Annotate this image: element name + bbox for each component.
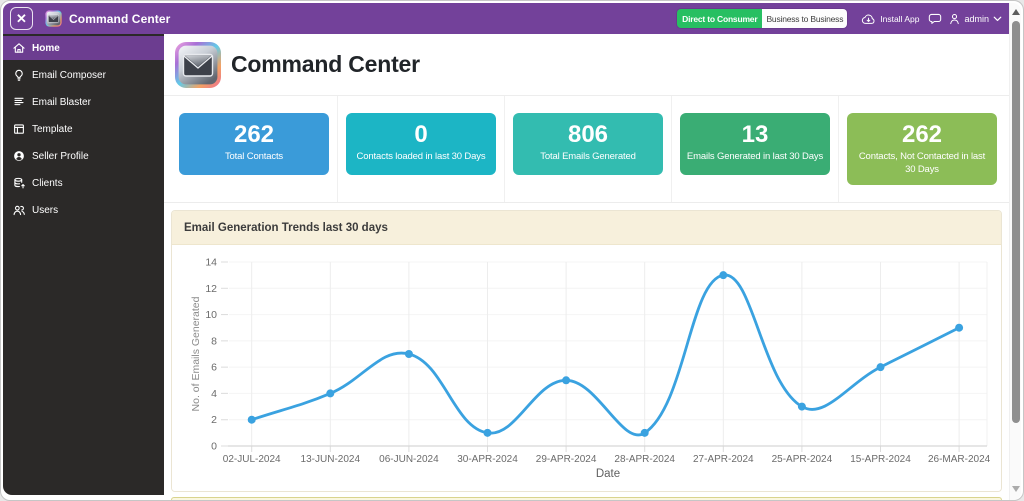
svg-text:4: 4 [211,388,217,400]
svg-text:15-APR-2024: 15-APR-2024 [850,454,911,465]
audience-toggle: Direct to Consumer Business to Business [677,9,848,28]
chevron-down-icon [993,16,1002,21]
svg-text:8: 8 [211,335,217,347]
sidebar-item-label: Email Composer [32,69,106,81]
stat-value: 262 [901,121,943,148]
page-header: Command Center [164,34,1012,96]
svg-text:25-APR-2024: 25-APR-2024 [772,454,833,465]
next-panel-edge [171,497,1002,500]
titlebar-app-title: Command Center [69,11,171,26]
scrollbar-down-arrow-icon[interactable] [1012,485,1020,493]
direct-to-consumer-button[interactable]: Direct to Consumer [677,9,763,28]
svg-text:Date: Date [596,468,620,480]
svg-text:12: 12 [205,283,217,295]
stat-label: Contacts loaded in last 30 Days [356,151,486,162]
sidebar-item-label: Home [32,42,60,54]
trends-panel-title: Email Generation Trends last 30 days [172,211,1001,245]
template-icon [12,121,26,137]
app-logo-icon [45,10,62,27]
stat-card: 806 Total Emails Generated [513,113,663,175]
svg-text:10: 10 [205,309,217,321]
sidebar-item-label: Clients [32,177,63,189]
stat-label: Emails Generated in last 30 Days [686,151,824,162]
users-icon [12,202,26,218]
app-logo-large [174,41,222,89]
stat-value: 13 [741,121,769,148]
stat-value: 806 [567,121,609,148]
svg-text:6: 6 [211,362,217,374]
svg-text:30-APR-2024: 30-APR-2024 [457,454,518,465]
scrollbar-up-arrow-icon[interactable] [1012,8,1020,16]
page-title: Command Center [231,51,420,77]
stat-label: Total Contacts [224,151,284,162]
stat-card: 262 Total Contacts [179,113,329,175]
seller-profile-icon [12,148,26,164]
titlebar-actions: Direct to Consumer Business to Business … [677,9,1002,28]
trends-chart: 0 2 4 6 8 10 12 14 02-JUL-2024 13-JUN-2024 06-JUN-… [172,245,1001,491]
svg-text:0: 0 [211,441,217,453]
sidebar-item-template[interactable]: Template [3,117,164,141]
cloud-download-icon [862,14,875,24]
close-button[interactable]: ✕ [10,7,33,30]
stat-cell: 262 Contacts, Not Contacted in last 30 Da… [839,96,1005,202]
home-icon [12,40,26,56]
stat-card: 262 Contacts, Not Contacted in last 30 Da… [847,113,997,185]
sidebar-item-label: Email Blaster [32,96,91,108]
svg-text:13-JUN-2024: 13-JUN-2024 [301,454,361,465]
stat-cell: 13 Emails Generated in last 30 Days [672,96,839,202]
clients-icon [12,175,26,191]
svg-text:28-APR-2024: 28-APR-2024 [614,454,675,465]
page-scrollbar [1009,3,1021,500]
scrollbar-thumb[interactable] [1012,21,1020,423]
titlebar: ✕ Command Center Direct to Consumer Busi… [3,3,1012,34]
line-chart: 0 2 4 6 8 10 12 14 02-JUL-2024 13-JUN-2024 06-JUN-… [190,257,991,481]
svg-text:29-APR-2024: 29-APR-2024 [536,454,597,465]
sidebar-item-label: Seller Profile [32,150,89,162]
stat-value: 0 [414,121,428,148]
svg-text:02-JUL-2024: 02-JUL-2024 [223,454,281,465]
stat-card: 13 Emails Generated in last 30 Days [680,113,830,175]
sidebar-item-label: Template [32,123,73,135]
user-menu[interactable]: admin [949,13,1002,25]
svg-text:14: 14 [205,257,217,269]
person-icon [950,13,960,24]
install-app-button[interactable]: Install App [861,13,919,25]
stat-cell: 262 Total Contacts [171,96,338,202]
sidebar-item-email-blaster[interactable]: Email Blaster [3,90,164,114]
sidebar-item-seller-profile[interactable]: Seller Profile [3,144,164,168]
install-app-label: Install App [880,13,920,24]
sidebar-item-home[interactable]: Home [3,36,164,60]
sidebar: Home Email Composer Email Blaster Template S… [3,34,164,495]
email-composer-icon [12,67,26,83]
stat-card: 0 Contacts loaded in last 30 Days [346,113,496,175]
main-content: Command Center 262 Total Contacts 0 Contact… [164,34,1012,500]
user-name: admin [964,13,989,24]
svg-text:26-MAR-2024: 26-MAR-2024 [928,454,991,465]
stat-cell: 806 Total Emails Generated [505,96,672,202]
stat-label: Total Emails Generated [540,151,636,162]
chat-icon[interactable] [928,13,942,25]
stat-cell: 0 Contacts loaded in last 30 Days [338,96,505,202]
svg-text:06-JUN-2024: 06-JUN-2024 [379,454,439,465]
stat-label: Contacts, Not Contacted in last 30 Days [858,151,986,175]
business-to-business-button[interactable]: Business to Business [762,9,848,28]
trends-panel: Email Generation Trends last 30 days 0 2 4… [171,210,1002,492]
svg-text:2: 2 [211,414,217,426]
stat-value: 262 [233,121,275,148]
sidebar-item-clients[interactable]: Clients [3,171,164,195]
stats-row: 262 Total Contacts 0 Contacts loaded in las… [164,96,1012,203]
svg-text:No. of Emails Generated: No. of Emails Generated [190,296,202,411]
email-blaster-icon [12,94,26,110]
sidebar-item-users[interactable]: Users [3,198,164,222]
sidebar-item-email-composer[interactable]: Email Composer [3,63,164,87]
svg-text:27-APR-2024: 27-APR-2024 [693,454,754,465]
sidebar-item-label: Users [32,204,59,216]
